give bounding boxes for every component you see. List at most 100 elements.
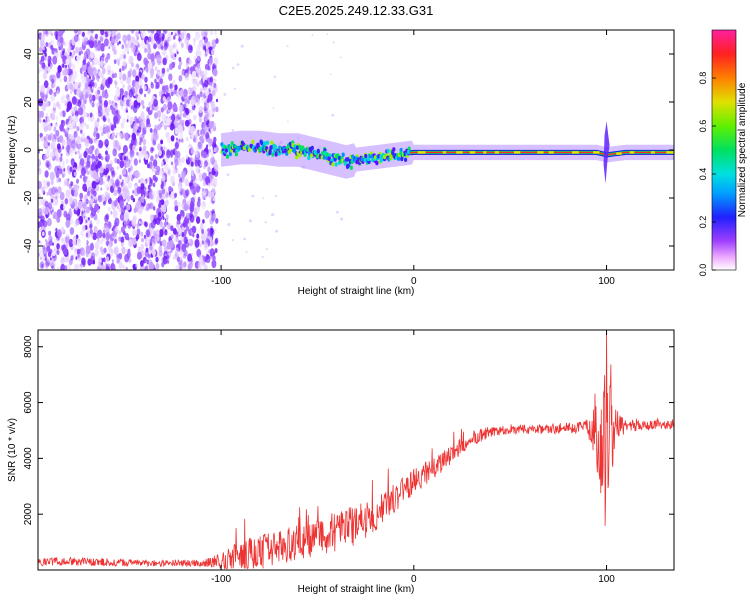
noise-speck	[131, 218, 136, 227]
noise-speck	[38, 247, 43, 254]
noise-speck	[155, 229, 160, 238]
noise-speck	[47, 202, 53, 210]
noise-speck	[145, 229, 151, 238]
noise-speck	[190, 125, 196, 134]
noise-speck	[108, 107, 111, 112]
noise-speck	[52, 249, 56, 257]
noise-speck	[78, 51, 82, 56]
noise-speck	[59, 36, 64, 44]
noise-speck	[78, 155, 81, 159]
noise-speck	[43, 140, 47, 147]
ridge-blob	[274, 152, 278, 157]
spectrogram-x-ticks: -100 0 100	[211, 30, 615, 287]
noise-speck	[129, 119, 133, 125]
noise-speck	[144, 180, 147, 184]
ridge-blob	[307, 155, 311, 161]
noise-speck	[106, 132, 110, 138]
noise-speck	[144, 93, 147, 98]
noise-speck	[172, 163, 176, 169]
noise-speck	[97, 110, 102, 118]
noise-speck	[186, 136, 189, 142]
noise-speck	[70, 139, 76, 149]
noise-speck	[38, 200, 41, 207]
noise-speck	[165, 30, 168, 34]
noise-speck	[68, 76, 72, 82]
noise-speck	[130, 177, 134, 182]
noise-speck	[193, 56, 196, 61]
noise-speck	[50, 93, 55, 102]
noise-speck	[89, 243, 95, 251]
noise-speck	[151, 147, 154, 152]
noise-speck	[167, 222, 172, 230]
noise-speck	[147, 87, 151, 94]
noise-speck	[137, 251, 142, 260]
noise-speck	[188, 70, 191, 75]
noise-speck	[160, 139, 164, 145]
noise-speck	[97, 239, 100, 243]
noise-speck	[174, 199, 178, 207]
noise-speck	[124, 177, 128, 183]
noise-speck	[39, 256, 42, 261]
x-tick-label: -100	[211, 276, 231, 287]
noise-speck	[61, 119, 66, 127]
noise-speck	[160, 107, 164, 113]
noise-speck	[121, 44, 125, 50]
noise-speck	[43, 31, 46, 36]
noise-speck	[52, 242, 54, 246]
noise-speck	[211, 250, 214, 254]
noise-speck	[111, 227, 114, 232]
noise-speck	[113, 49, 117, 55]
noise-speck	[147, 30, 151, 33]
noise-speck	[53, 126, 57, 132]
noise-speck	[177, 201, 181, 208]
noise-speck	[179, 132, 184, 140]
noise-speck	[190, 189, 194, 194]
noise-speck	[184, 36, 190, 45]
colorbar-tick-label: 0.2	[698, 216, 708, 229]
ridge-blob	[392, 147, 396, 152]
noise-speck	[122, 144, 128, 154]
noise-speck	[200, 134, 206, 143]
noise-speck	[191, 172, 194, 177]
noise-speck	[98, 257, 103, 264]
noise-speck	[87, 65, 93, 75]
noise-speck	[47, 134, 52, 141]
noise-speck	[154, 153, 158, 159]
noise-speck	[69, 218, 74, 225]
noise-speck	[55, 171, 60, 179]
noise-speck	[155, 81, 160, 89]
noise-speck	[213, 251, 216, 255]
noise-speck	[212, 255, 216, 262]
noise-speck	[160, 224, 163, 230]
noise-speck	[211, 39, 217, 48]
noise-speck	[248, 219, 252, 223]
noise-speck	[133, 207, 137, 214]
noise-speck	[56, 229, 62, 238]
noise-speck	[89, 51, 95, 59]
noise-speck	[108, 163, 113, 172]
noise-speck	[215, 38, 219, 44]
noise-speck	[40, 241, 42, 246]
noise-speck	[188, 109, 191, 114]
noise-speck	[193, 37, 196, 43]
noise-speck	[116, 166, 119, 170]
noise-speck	[150, 155, 154, 162]
noise-speck	[51, 212, 54, 216]
noise-speck	[41, 102, 47, 111]
noise-speck	[107, 207, 111, 212]
ridge-blob	[298, 153, 302, 158]
noise-speck	[99, 125, 103, 132]
noise-speck	[47, 55, 52, 64]
noise-speck	[287, 120, 289, 123]
noise-speck	[43, 80, 49, 89]
noise-speck	[150, 53, 155, 62]
noise-speck	[207, 182, 211, 188]
noise-speck	[111, 231, 115, 237]
noise-speck	[85, 240, 88, 244]
noise-speck	[119, 212, 125, 221]
noise-speck	[184, 178, 189, 187]
noise-speck	[118, 252, 123, 260]
noise-speck	[98, 139, 103, 149]
y-tick-label: 2000	[23, 503, 34, 526]
noise-speck	[176, 161, 179, 166]
